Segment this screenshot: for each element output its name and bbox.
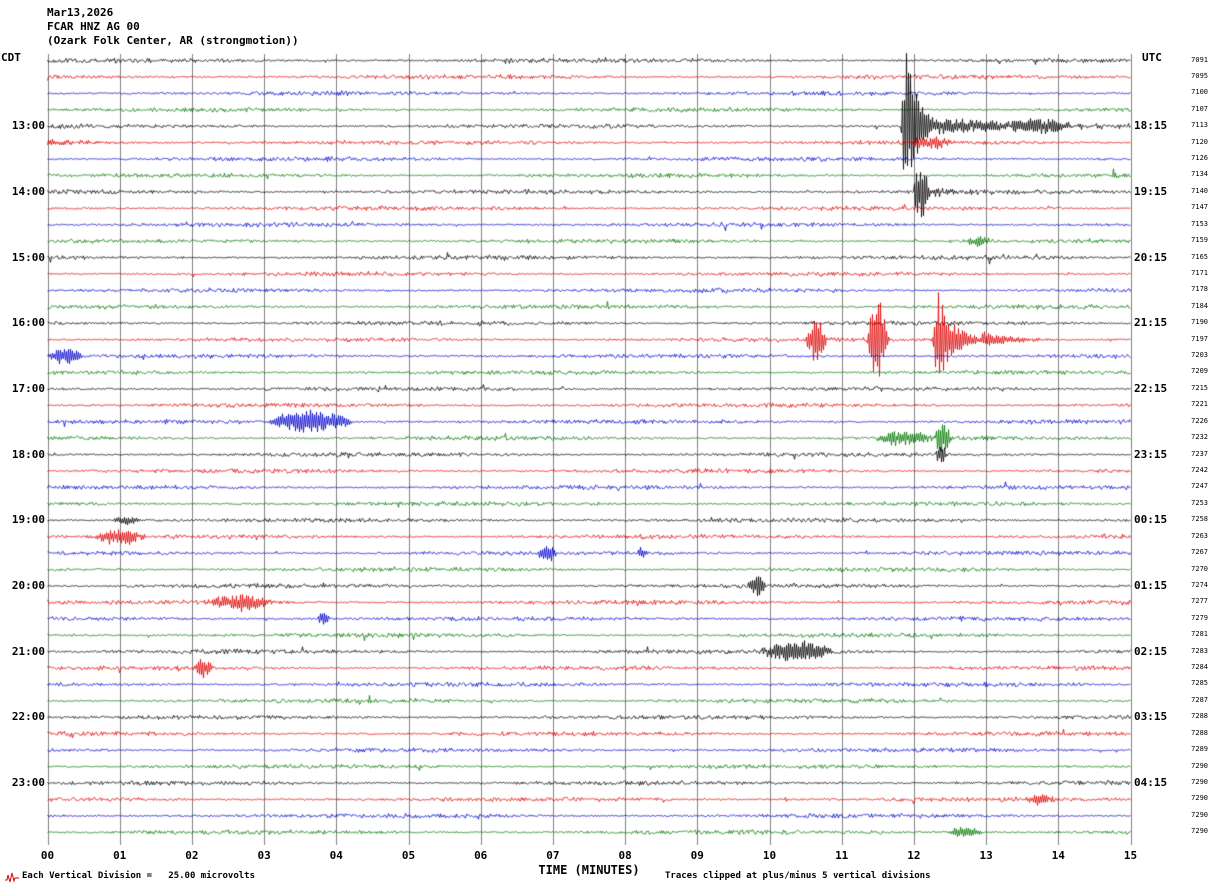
row-scale-value: 7197 [1191, 334, 1208, 343]
x-tick-label: 11 [835, 849, 849, 862]
right-time-label: 19:15 [1134, 184, 1168, 198]
row-scale-value: 7270 [1191, 564, 1208, 573]
row-scale-value: 7288 [1191, 728, 1208, 737]
header-station-location: (Ozark Folk Center, AR (strongmotion)) [47, 34, 299, 47]
row-scale-value: 7283 [1191, 646, 1208, 655]
right-time-label: 01:15 [1134, 578, 1168, 592]
row-scale-value: 7221 [1191, 400, 1208, 409]
x-tick-label: 03 [257, 849, 271, 862]
right-time-label: 20:15 [1134, 250, 1168, 264]
left-time-label: 20:00 [11, 578, 45, 592]
row-scale-value: 7159 [1191, 236, 1208, 245]
header-station-id: FCAR HNZ AG 00 [47, 20, 140, 33]
row-scale-value: 7209 [1191, 367, 1208, 376]
right-time-label: 03:15 [1134, 710, 1168, 724]
left-time-label: 19:00 [11, 513, 45, 527]
row-scale-value: 7134 [1191, 170, 1208, 179]
x-tick-label: 15 [1123, 849, 1138, 862]
x-tick-label: 00 [40, 849, 55, 862]
left-time-label: 17:00 [11, 381, 45, 395]
row-scale-value: 7290 [1191, 777, 1208, 786]
row-scale-value: 7203 [1191, 351, 1208, 360]
row-scale-value: 7184 [1191, 301, 1208, 310]
row-scale-value: 7290 [1191, 827, 1208, 836]
row-scale-value: 7107 [1191, 104, 1208, 113]
row-scale-value: 7147 [1191, 203, 1208, 212]
row-scale-value: 7232 [1191, 433, 1208, 442]
row-scale-value: 7290 [1191, 810, 1208, 819]
row-scale-value: 7153 [1191, 219, 1208, 228]
left-time-label: 14:00 [11, 184, 45, 198]
left-time-label: 13:00 [11, 119, 45, 133]
row-scale-value: 7290 [1191, 761, 1208, 770]
x-tick-label: 06 [474, 849, 488, 862]
x-tick-label: 01 [113, 849, 127, 862]
left-time-label: 16:00 [11, 316, 45, 330]
seismo-wiggle-icon [5, 872, 19, 883]
x-tick-label: 10 [762, 849, 777, 862]
left-time-label: 21:00 [11, 644, 45, 658]
row-scale-value: 7279 [1191, 613, 1208, 622]
row-scale-value: 7290 [1191, 794, 1208, 803]
x-tick-label: 04 [329, 849, 343, 862]
row-scale-value: 7242 [1191, 466, 1208, 474]
row-scale-value: 7113 [1191, 121, 1208, 130]
row-scale-value: 7289 [1191, 745, 1208, 754]
x-tick-label: 12 [907, 849, 921, 862]
row-scale-value: 7263 [1191, 531, 1208, 540]
row-scale-value: 7285 [1191, 679, 1208, 688]
x-tick-label: 13 [979, 849, 993, 862]
x-tick-label: 05 [401, 849, 416, 862]
row-scale-value: 7258 [1191, 515, 1208, 524]
right-time-label: 02:15 [1134, 644, 1168, 658]
x-tick-label: 02 [185, 849, 199, 862]
x-tick-label: 08 [618, 849, 632, 862]
left-time-label: 23:00 [11, 775, 45, 789]
vertical-division-scale-note: Each Vertical Division = 25.00 microvolt… [22, 871, 255, 881]
row-scale-value: 7171 [1191, 268, 1208, 277]
clipping-note: Traces clipped at plus/minus 5 vertical … [665, 871, 931, 881]
row-scale-value: 7237 [1191, 449, 1208, 458]
row-scale-value: 7288 [1191, 712, 1208, 721]
row-scale-value: 7126 [1191, 154, 1208, 163]
left-time-label: 18:00 [11, 447, 45, 461]
right-timezone-label: UTC [1142, 51, 1162, 64]
left-timezone-label: CDT [1, 51, 21, 64]
row-scale-value: 7247 [1191, 482, 1208, 491]
left-time-label: 15:00 [11, 250, 45, 264]
right-time-label: 18:15 [1134, 119, 1168, 133]
row-scale-value: 7274 [1191, 580, 1208, 589]
row-scale-value: 7253 [1191, 498, 1208, 507]
row-scale-value: 7165 [1191, 252, 1208, 261]
row-scale-value: 7178 [1191, 285, 1208, 294]
row-scale-value: 7140 [1191, 186, 1208, 195]
row-scale-value: 7287 [1191, 695, 1208, 704]
row-scale-value: 7226 [1191, 416, 1208, 425]
header-date: Mar13,2026 [47, 6, 114, 19]
right-time-label: 04:15 [1134, 775, 1168, 789]
row-scale-value: 7281 [1191, 630, 1208, 639]
row-scale-value: 7095 [1191, 71, 1208, 80]
right-time-label: 21:15 [1134, 316, 1168, 330]
row-scale-value: 7277 [1191, 597, 1208, 606]
x-tick-label: 07 [546, 849, 560, 862]
right-time-label: 23:15 [1134, 447, 1168, 461]
x-axis-title: TIME (MINUTES) [538, 863, 640, 877]
row-scale-value: 7190 [1191, 318, 1208, 327]
right-time-label: 00:15 [1134, 513, 1168, 527]
row-scale-value: 7284 [1191, 663, 1208, 672]
x-tick-label: 14 [1051, 849, 1065, 862]
row-scale-value: 7100 [1191, 88, 1208, 97]
row-scale-value: 7267 [1191, 548, 1208, 557]
right-time-label: 22:15 [1134, 381, 1168, 395]
row-scale-value: 7215 [1191, 383, 1208, 392]
x-tick-label: 09 [690, 849, 704, 862]
left-time-label: 22:00 [11, 710, 45, 724]
row-scale-value: 7091 [1191, 55, 1208, 64]
row-scale-value: 7120 [1191, 137, 1208, 146]
